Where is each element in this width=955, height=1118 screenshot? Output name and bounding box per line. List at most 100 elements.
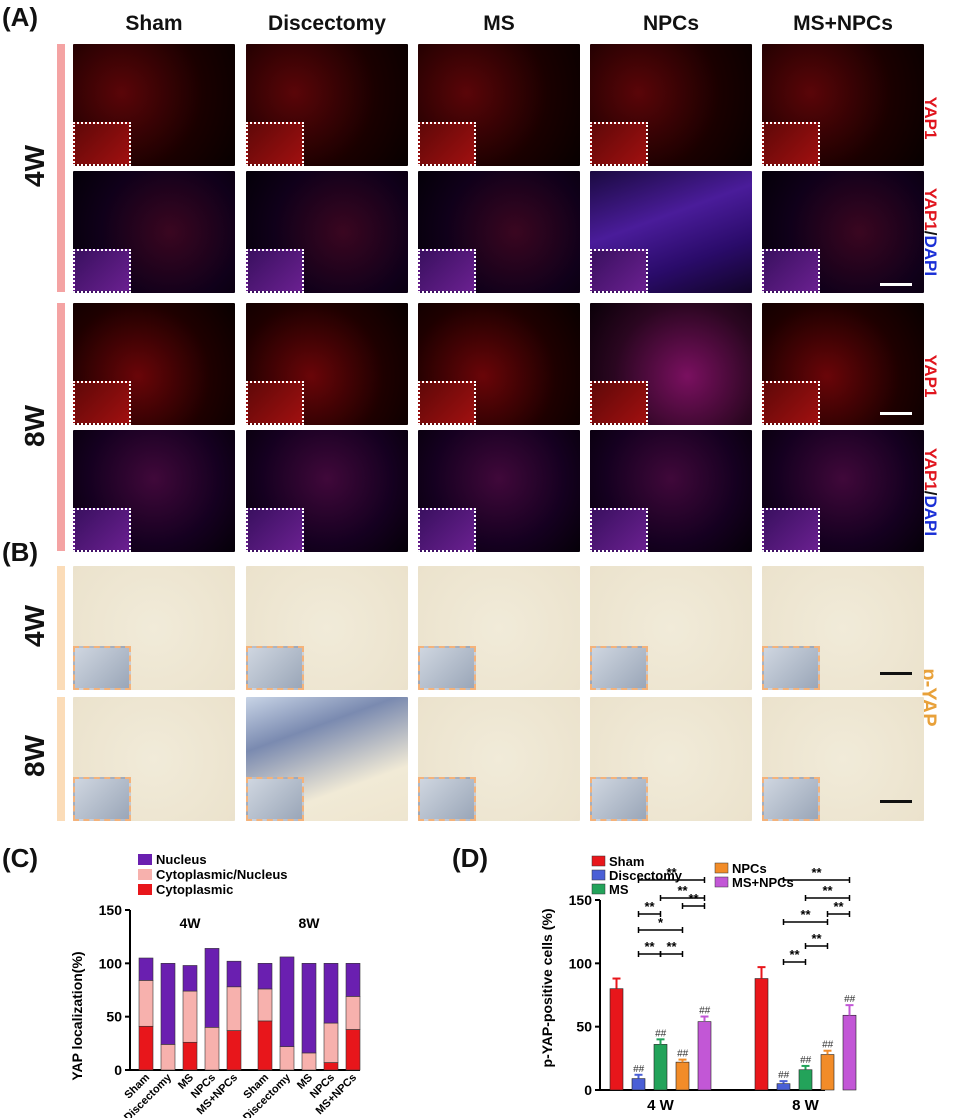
stacked-bar-segment bbox=[323, 963, 339, 1024]
ihc-tile bbox=[246, 697, 408, 821]
ihc-tile bbox=[590, 566, 752, 690]
legend-swatch bbox=[591, 855, 606, 867]
stacked-bar-segment bbox=[182, 990, 198, 1043]
stacked-bar-segment bbox=[257, 963, 273, 990]
fluorescence-tile bbox=[418, 303, 580, 425]
inset-thumbnail bbox=[418, 381, 476, 425]
inset-thumbnail bbox=[418, 508, 476, 552]
inset-thumbnail bbox=[246, 381, 304, 425]
legend-swatch bbox=[591, 869, 606, 881]
bar bbox=[842, 1014, 857, 1091]
stacked-bar-segment bbox=[160, 963, 176, 1045]
fluorescence-tile bbox=[73, 430, 235, 552]
hash-label: ## bbox=[844, 994, 856, 1005]
legend-label: Cytoplasmic/Nucleus bbox=[156, 867, 288, 882]
scale-bar bbox=[880, 672, 912, 675]
ihc-tile bbox=[73, 697, 235, 821]
inset-thumbnail bbox=[73, 122, 131, 166]
inset-thumbnail bbox=[762, 249, 820, 293]
legend-swatch bbox=[714, 862, 729, 874]
hash-label: ## bbox=[677, 1049, 689, 1060]
fluorescence-tile bbox=[762, 171, 924, 293]
legend-swatch bbox=[138, 854, 152, 865]
stacked-bar-segment bbox=[204, 948, 220, 1028]
bar bbox=[754, 978, 769, 1091]
stacked-bar-segment bbox=[226, 960, 242, 988]
stacked-bar-segment bbox=[257, 988, 273, 1022]
fluorescence-tile bbox=[246, 430, 408, 552]
x-tick-label: 4 W bbox=[647, 1097, 675, 1114]
legend-swatch bbox=[138, 869, 152, 880]
fluorescence-tile bbox=[418, 44, 580, 166]
inset-thumbnail bbox=[590, 508, 648, 552]
bar bbox=[631, 1078, 646, 1091]
y-tick-label: 0 bbox=[114, 1062, 122, 1078]
sig-label: ** bbox=[688, 891, 699, 906]
inset-thumbnail bbox=[590, 646, 648, 690]
ihc-tile bbox=[73, 566, 235, 690]
stacked-bar-segment bbox=[226, 986, 242, 1031]
legend-swatch bbox=[714, 876, 729, 888]
sig-label: ** bbox=[644, 939, 655, 954]
stacked-bar-segment bbox=[138, 957, 154, 981]
panel-label-d: (D) bbox=[452, 843, 489, 873]
stacked-bar-segment bbox=[160, 1044, 176, 1071]
sig-label: ** bbox=[666, 865, 677, 880]
scale-bar bbox=[880, 800, 912, 803]
row-bar-4w-b bbox=[57, 566, 65, 690]
column-header-sham: Sham bbox=[125, 12, 183, 35]
bar bbox=[675, 1061, 690, 1091]
inset-thumbnail bbox=[246, 646, 304, 690]
inset-thumbnail bbox=[762, 777, 820, 821]
legend-label: MS+NPCs bbox=[732, 875, 794, 890]
fluorescence-tile bbox=[590, 171, 752, 293]
y-tick-label: 150 bbox=[99, 902, 123, 918]
y-tick-label: 100 bbox=[569, 955, 593, 971]
inset-thumbnail bbox=[73, 777, 131, 821]
inset-thumbnail bbox=[246, 508, 304, 552]
stacked-bar-segment bbox=[182, 1041, 198, 1071]
inset-thumbnail bbox=[246, 122, 304, 166]
sig-label: ** bbox=[666, 939, 677, 954]
y-tick-label: 50 bbox=[576, 1019, 592, 1035]
sig-label: ** bbox=[800, 907, 811, 922]
panel-label-c: (C) bbox=[2, 843, 39, 873]
sig-label: ** bbox=[677, 883, 688, 898]
chart-d-ylabel: p-YAP-positive cells (%) bbox=[539, 909, 555, 1068]
inset-thumbnail bbox=[418, 777, 476, 821]
inset-thumbnail bbox=[418, 249, 476, 293]
stacked-bar-segment bbox=[226, 1030, 242, 1071]
fluorescence-tile bbox=[246, 171, 408, 293]
inset-thumbnail bbox=[418, 122, 476, 166]
bar bbox=[798, 1069, 813, 1091]
hash-label: ## bbox=[655, 1028, 667, 1039]
fluorescence-tile bbox=[418, 171, 580, 293]
y-tick-label: 100 bbox=[99, 955, 123, 971]
stacked-bar-segment bbox=[323, 1062, 339, 1071]
fluorescence-tile bbox=[762, 430, 924, 552]
bar bbox=[609, 988, 624, 1091]
sig-label: ** bbox=[833, 899, 844, 914]
ihc-tile bbox=[590, 697, 752, 821]
inset-thumbnail bbox=[246, 777, 304, 821]
stacked-bar-segment bbox=[138, 1025, 154, 1071]
ihc-tile bbox=[246, 566, 408, 690]
sig-label: ** bbox=[822, 883, 833, 898]
stacked-bar-segment bbox=[257, 1020, 273, 1071]
stacked-bar-segment bbox=[204, 1027, 220, 1071]
column-header-discectomy: Discectomy bbox=[268, 12, 386, 35]
row-bar-8w-b bbox=[57, 697, 65, 821]
stacked-bar-segment bbox=[323, 1022, 339, 1063]
inset-thumbnail bbox=[590, 249, 648, 293]
stacked-bar-segment bbox=[182, 965, 198, 992]
fluorescence-tile bbox=[762, 303, 924, 425]
ihc-tile bbox=[418, 697, 580, 821]
stacked-bar-segment bbox=[301, 1052, 317, 1071]
group-label: 4W bbox=[180, 915, 202, 931]
legend-label: Sham bbox=[609, 854, 644, 869]
scale-bar bbox=[880, 412, 912, 415]
x-tick-label: 8 W bbox=[792, 1097, 820, 1114]
